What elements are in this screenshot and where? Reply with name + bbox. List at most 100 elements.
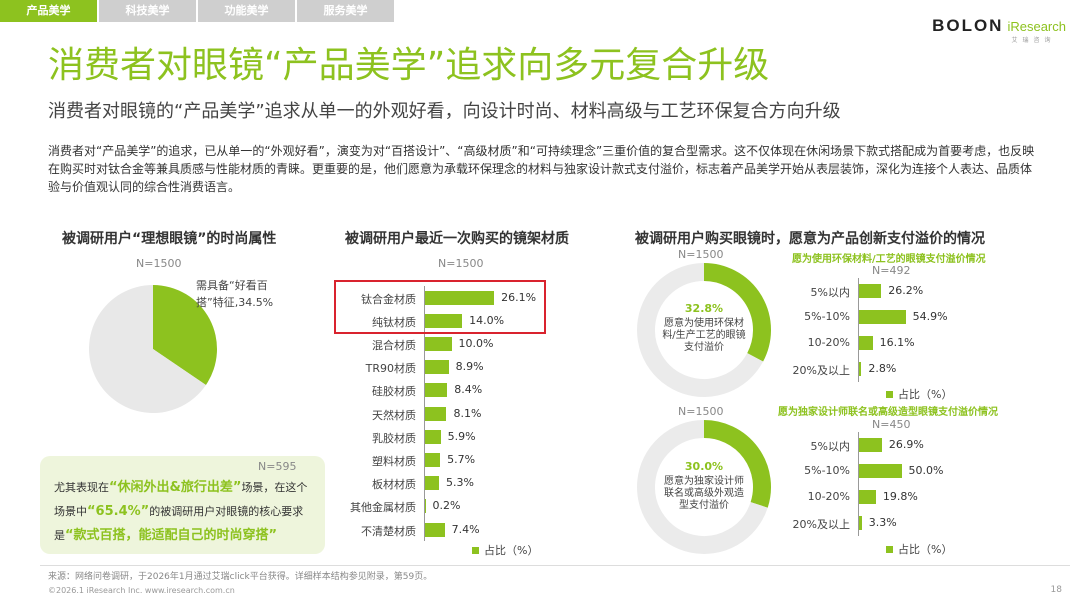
section3-title: 被调研用户购买眼镜时，愿意为产品创新支付溢价的情况 (635, 231, 985, 247)
note-h3: “款式百搭，能适配自己的时尚穿搭” (65, 528, 278, 543)
bar-category-label: 天然材质 (372, 408, 416, 422)
logo-iresearch-sub: 艾瑞咨询 (1011, 37, 1056, 44)
bar-category-label: 20%及以上 (792, 364, 850, 377)
footer-source: 来源：网络问卷调研，于2026年1月通过艾瑞click平台获得。详细样本结构参见… (48, 572, 433, 582)
bar (859, 438, 882, 452)
bar-value-label: 19.8% (882, 490, 918, 503)
bar-category-label: 板材材质 (372, 478, 416, 492)
legend-label: 占比（%） (484, 544, 539, 557)
bar-axis (858, 278, 859, 382)
bar (425, 476, 440, 491)
bar (425, 313, 463, 328)
bar-value-label: 0.2% (432, 499, 461, 513)
bar (425, 429, 441, 444)
bar-value-label: 16.1% (879, 336, 915, 349)
legend-swatch (472, 546, 479, 554)
bar-value-label: 8.4% (454, 383, 483, 397)
bar (859, 490, 876, 504)
logo-iresearch: iResearch 艾瑞咨询 (1007, 18, 1066, 44)
bar (425, 453, 441, 467)
bar (859, 310, 906, 324)
ideal-pie-slice-1 (88, 285, 206, 413)
bar (859, 336, 873, 350)
eco-premium-donut-chart (637, 263, 771, 397)
note-text: 尤其表现在“休闲外出&旅行出差”场景，在这个场景中“65.4%”的被调研用户对眼… (54, 476, 316, 548)
legend-swatch (886, 545, 893, 553)
bar-category-label: 10-20% (807, 490, 850, 503)
bar-value-label: 50.0% (908, 464, 944, 477)
bar-category-label: 20%及以上 (792, 518, 850, 531)
bar-category-label: 其他金属材质 (350, 501, 416, 515)
bar-value-label: 26.2% (888, 284, 924, 297)
donut1-n: N=1500 (678, 248, 724, 261)
legend-swatch (886, 390, 893, 398)
bar-value-label: 26.1% (501, 290, 537, 304)
bar-category-label: 塑料材质 (372, 455, 416, 468)
donut2-text: 愿意为独家设计师联名或高级外观造型支付溢价 (664, 476, 744, 511)
bar (859, 516, 862, 530)
section1-title: 被调研用户“理想眼镜”的时尚属性 (62, 231, 277, 247)
bar-category-label: 乳胶材质 (372, 431, 416, 445)
bar (425, 406, 447, 421)
tab-service-aesthetics[interactable]: 服务美学 (297, 0, 394, 22)
bar-value-label: 7.4% (451, 522, 480, 536)
bar-category-label: 纯钛材质 (372, 315, 416, 329)
sub1-legend: 占比（%） (886, 386, 952, 402)
highlight-box (334, 280, 546, 334)
bar-value-label: 14.0% (469, 313, 505, 327)
tab-tech-aesthetics[interactable]: 科技美学 (99, 0, 196, 22)
page-subtitle: 消费者对眼镜的“产品美学”追求从单一的外观好看，向设计时尚、材料高级与工艺环保复… (48, 101, 841, 122)
tab-product-aesthetics[interactable]: 产品美学 (0, 0, 97, 22)
sub2-legend: 占比（%） (886, 541, 952, 557)
bar-category-label: 10-20% (807, 336, 850, 349)
bar-value-label: 5.7% (447, 453, 476, 466)
ideal-pie-slice-0 (153, 285, 217, 385)
bar-value-label: 8.1% (453, 406, 482, 420)
bar-category-label: TR90材质 (365, 362, 416, 376)
note-n: N=595 (258, 460, 297, 473)
design-premium-donut-chart (637, 420, 771, 554)
bar-value-label: 2.8% (868, 362, 897, 375)
eco-donut-slice-0 (703, 263, 771, 362)
bar (425, 522, 445, 537)
bar-value-label: 5.9% (447, 429, 476, 443)
bar-value-label: 5.3% (446, 476, 474, 490)
bar-value-label: 26.9% (888, 438, 924, 451)
bar (425, 383, 448, 398)
pie-slice-label: 需具备“好看百搭”特征,34.5% (196, 279, 274, 309)
donut2-pct: 30.0% (684, 460, 724, 473)
bar-category-label: 5%以内 (810, 440, 850, 453)
note-h2: “65.4%” (87, 504, 150, 519)
sub2-title: 愿为独家设计师联名或高级造型眼镜支付溢价情况 (778, 407, 998, 418)
note-p3: 的被调研用户对眼镜的核心要求是 (54, 505, 304, 542)
bar-value-label: 10.0% (458, 337, 494, 350)
donut2-n: N=1500 (678, 405, 724, 418)
bar (859, 284, 882, 298)
bar-axis (424, 286, 425, 542)
section1-n: N=1500 (136, 257, 182, 270)
bar-axis (858, 432, 859, 536)
legend-label: 占比（%） (898, 388, 953, 401)
donut1-text: 愿意为使用环保材料/生产工艺的眼镜支付溢价 (662, 318, 746, 353)
sub1-n: N=492 (872, 264, 911, 277)
bar (859, 464, 902, 478)
sub2-n: N=450 (872, 418, 911, 431)
note-box: N=595 尤其表现在“休闲外出&旅行出差”场景，在这个场景中“65.4%”的被… (40, 456, 325, 554)
section2-title: 被调研用户最近一次购买的镜架材质 (345, 231, 569, 247)
ideal-glasses-pie-chart (88, 285, 217, 413)
note-p1: 尤其表现在 (54, 481, 109, 494)
tab-function-aesthetics[interactable]: 功能美学 (198, 0, 295, 22)
bar (425, 499, 426, 514)
logo-iresearch-text: iResearch (1007, 18, 1066, 34)
tab-bar: 产品美学 科技美学 功能美学 服务美学 (0, 0, 396, 22)
bar (425, 290, 495, 305)
bar (859, 362, 862, 376)
donut1-pct: 32.8% (684, 302, 724, 315)
bar (425, 360, 449, 375)
bar-value-label: 8.9% (455, 360, 484, 374)
logo: BOLON iResearch 艾瑞咨询 (932, 16, 1066, 44)
bar-category-label: 5%-10% (804, 310, 850, 323)
design-donut-slice-1 (637, 420, 768, 554)
note-p2: 场景，在这个场景中 (54, 481, 308, 518)
page-number: 18 (1050, 585, 1062, 595)
